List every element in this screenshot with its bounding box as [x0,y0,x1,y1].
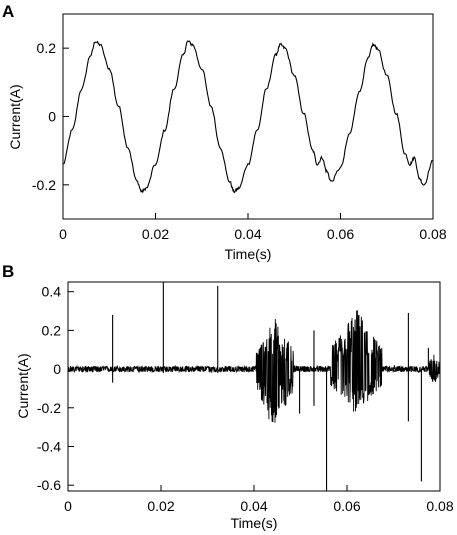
panel-a-plot-frame [62,13,434,220]
panel-b-y-tick-label: 0.4 [42,284,62,300]
panel-b-y-tick-label: 0 [53,361,61,377]
panel-a-x-axis-label: Time(s) [225,246,272,262]
panel-a-x-tick-label: 0.04 [234,226,261,242]
panel-b-x-ticks: 0 0.02 0.04 0.06 0.08 [64,485,454,514]
panel-a-y-tick-label: 0 [48,109,56,125]
panel-b-y-axis-label: Current(A) [15,353,31,418]
panel-b-label: B [2,262,14,281]
panel-a-x-ticks: 0 0.02 0.04 0.06 0.08 [59,213,447,242]
panel-b-x-tick-label: 0.02 [147,498,174,514]
panel-b-spikes [112,282,429,491]
panel-a-y-tick-label: 0.2 [37,40,57,56]
panel-a-y-ticks: -0.2 0 0.2 [32,40,69,193]
panel-b-x-tick-label: 0 [64,498,72,514]
panel-a-chart: 0 0.02 0.04 0.06 0.08 -0.2 0 0.2 Time(s) Curre… [7,13,447,262]
panel-a-x-tick-label: 0.02 [142,226,169,242]
panel-a-y-tick-label: -0.2 [32,177,56,193]
panel-b-y-tick-label: -0.6 [37,477,61,493]
panel-b-current-line [67,310,441,423]
panel-a-x-tick-label: 0.08 [419,226,446,242]
panel-a-label: A [2,2,14,21]
panel-a-y-axis-label: Current(A) [7,84,23,149]
panel-b-y-ticks: -0.6 -0.4 -0.2 0 0.2 0.4 [37,284,74,493]
panel-a-x-tick-label: 0 [59,226,67,242]
panel-b-x-tick-label: 0.04 [240,498,267,514]
panel-b-x-tick-label: 0.08 [426,498,453,514]
panel-b-plot-frame [67,281,441,492]
panel-b-y-tick-label: -0.4 [37,438,61,454]
panel-b-y-tick-label: -0.2 [37,400,61,416]
panel-a-x-tick-label: 0.06 [327,226,354,242]
panel-a-current-line [62,40,434,194]
panel-b-x-axis-label: Time(s) [231,515,278,531]
panel-b-x-tick-label: 0.06 [333,498,360,514]
panel-b-chart: 0 0.02 0.04 0.06 0.08 -0.6 -0.4 -0.2 0 0.2 0.4 Ti… [15,281,454,531]
panel-b-y-tick-label: 0.2 [42,322,62,338]
